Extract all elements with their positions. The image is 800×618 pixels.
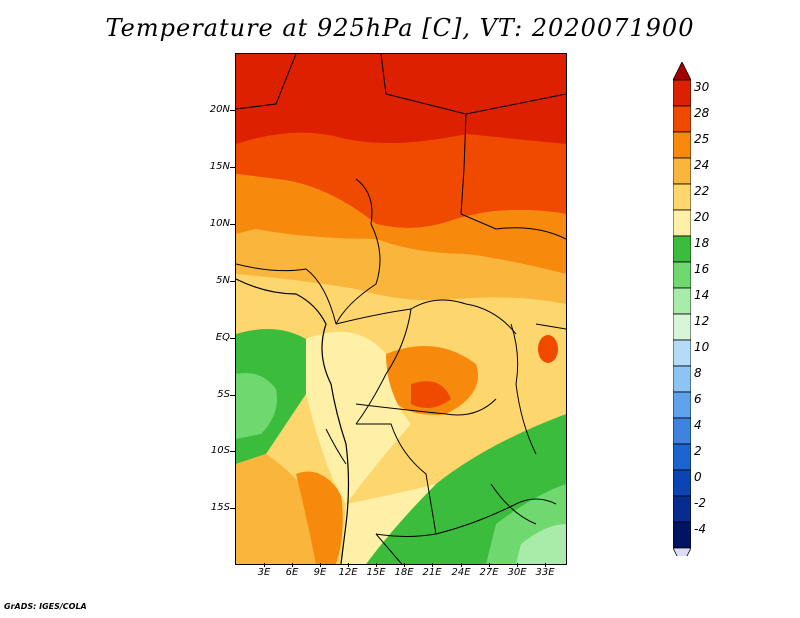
lon-tick-21e: 21E — [422, 567, 442, 578]
colorbar-label: 25 — [694, 132, 710, 146]
lat-tick-eq: EQ — [215, 332, 230, 343]
colorbar-label: 2 — [694, 444, 702, 458]
lon-tickmark — [545, 563, 546, 567]
lon-tick-12e: 12E — [338, 567, 358, 578]
lon-tick-33e: 33E — [535, 567, 555, 578]
lon-tick-6e: 6E — [285, 567, 299, 578]
zone-18-south — [341, 484, 436, 564]
lat-tickmark — [230, 395, 235, 396]
lat-tick-15n: 15N — [209, 161, 230, 172]
colorbar-swatch — [673, 79, 691, 107]
colorbar-label: 8 — [694, 366, 702, 380]
temperature-map — [235, 53, 567, 565]
lon-tickmark — [320, 563, 321, 567]
colorbar-swatch — [673, 339, 691, 367]
lat-tick-5n: 5N — [216, 275, 230, 286]
zone-25 — [236, 132, 566, 228]
zone-14-ocean — [236, 373, 277, 439]
lon-tickmark — [517, 563, 518, 567]
lon-tickmark — [489, 563, 490, 567]
lat-tickmark — [230, 167, 235, 168]
colorbar-label: 6 — [694, 392, 702, 406]
lon-tick-9e: 9E — [313, 567, 327, 578]
colorbar-swatch — [673, 105, 691, 133]
colorbar-label: 4 — [694, 418, 702, 432]
lon-tick-15e: 15E — [366, 567, 386, 578]
zone-22 — [236, 229, 566, 304]
lat-tickmark — [230, 338, 235, 339]
colorbar-top-arrow — [673, 62, 691, 81]
lat-tickmark — [230, 451, 235, 452]
lon-tickmark — [348, 563, 349, 567]
country-borders — [236, 54, 566, 564]
colorbar-label: 18 — [694, 236, 710, 250]
colorbar-swatch — [673, 521, 691, 549]
lat-tick-10n: 10N — [209, 218, 230, 229]
lon-tickmark — [292, 563, 293, 567]
zone-25-east — [538, 335, 558, 363]
zone-12-southeast — [516, 524, 566, 564]
colorbar-swatch — [673, 417, 691, 445]
colorbar-swatch — [673, 443, 691, 471]
lon-tick-18e: 18E — [394, 567, 414, 578]
lat-tick-15s: 15S — [210, 502, 230, 513]
colorbar-label: 0 — [694, 470, 702, 484]
lon-tick-27e: 27E — [479, 567, 499, 578]
map-title: Temperature at 925hPa [C], VT: 202007190… — [105, 14, 695, 42]
lon-tickmark — [461, 563, 462, 567]
software-credit: GrADS: IGES/COLA — [4, 602, 87, 611]
lon-tickmark — [376, 563, 377, 567]
colorbar — [673, 62, 691, 556]
colorbar-swatch — [673, 157, 691, 185]
colorbar-swatch — [673, 287, 691, 315]
colorbar-label: 22 — [694, 184, 710, 198]
lat-tickmark — [230, 110, 235, 111]
colorbar-swatch — [673, 391, 691, 419]
lon-tick-30e: 30E — [507, 567, 527, 578]
lat-tick-20n: 20N — [209, 104, 230, 115]
colorbar-label: -4 — [694, 522, 706, 536]
lat-tick-10s: 10S — [210, 445, 230, 456]
colorbar-swatch — [673, 235, 691, 263]
lat-tickmark — [230, 224, 235, 225]
colorbar-swatch — [673, 469, 691, 497]
colorbar-label: 20 — [694, 210, 710, 224]
lon-tick-3e: 3E — [257, 567, 271, 578]
colorbar-label: 30 — [694, 80, 710, 94]
colorbar-swatch — [673, 261, 691, 289]
colorbar-label: 28 — [694, 106, 710, 120]
lat-tick-5s: 5S — [217, 389, 230, 400]
colorbar-label: 24 — [694, 158, 710, 172]
zone-18-central — [306, 331, 411, 504]
colorbar-label: 12 — [694, 314, 710, 328]
colorbar-label: -2 — [694, 496, 706, 510]
colorbar-label: 14 — [694, 288, 710, 302]
colorbar-label: 10 — [694, 340, 710, 354]
lon-tick-24e: 24E — [451, 567, 471, 578]
lon-tickmark — [432, 563, 433, 567]
colorbar-swatch — [673, 183, 691, 211]
zone-24-central — [386, 346, 478, 415]
lat-tickmark — [230, 508, 235, 509]
colorbar-bottom-arrow — [673, 547, 691, 556]
colorbar-swatch — [673, 313, 691, 341]
lon-tickmark — [404, 563, 405, 567]
colorbar-swatch — [673, 495, 691, 523]
lat-tickmark — [230, 281, 235, 282]
colorbar-swatch — [673, 365, 691, 393]
colorbar-swatch — [673, 209, 691, 237]
lon-tickmark — [264, 563, 265, 567]
coastline — [236, 278, 350, 564]
zone-24 — [236, 174, 566, 274]
colorbar-label: 16 — [694, 262, 710, 276]
colorbar-swatch — [673, 131, 691, 159]
